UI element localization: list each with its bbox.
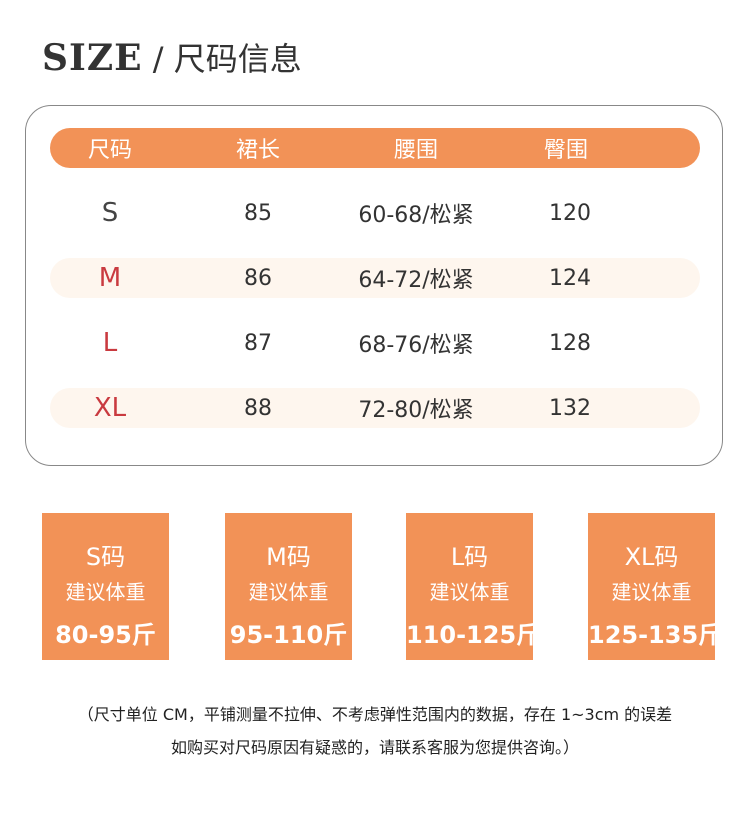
cell: 64-72/松紧 (358, 268, 474, 293)
weight-label: 建议体重 (429, 580, 510, 604)
cell: 124 (549, 265, 591, 291)
header-size: 尺码 (87, 138, 133, 163)
size-label: XL码 (624, 543, 679, 571)
cell: 72-80/松紧 (358, 398, 474, 423)
table-row: XL 88 72-80/松紧 132 (50, 388, 700, 428)
header-waist: 腰围 (393, 138, 439, 163)
note-line-2: 如购买对尺码原因有疑惑的，请联系客服为您提供咨询。） (170, 738, 579, 757)
cell: 60-68/松紧 (358, 203, 474, 228)
page-title: SIZE / 尺码信息 (42, 37, 302, 79)
table-row: M 86 64-72/松紧 124 (50, 258, 700, 298)
size-cell: S (101, 198, 119, 228)
weight-card-s: S码建议体重 80-95斤 (42, 513, 169, 660)
cell: 85 (244, 200, 272, 226)
cell: 132 (549, 395, 591, 421)
table-row: L 87 68-76/松紧 128 (50, 323, 700, 363)
size-cell: XL (93, 393, 127, 423)
weight-label: 建议体重 (248, 580, 329, 604)
size-cell: M (98, 263, 122, 293)
weight-range: 80-95斤 (55, 621, 156, 649)
weight-card-l: L码建议体重 110-125斤 (406, 513, 541, 660)
weight-range: 95-110斤 (229, 621, 348, 649)
size-label: L码 (450, 543, 489, 571)
cell: 68-76/松紧 (358, 333, 474, 358)
cell: 87 (244, 330, 272, 356)
weight-range: 110-125斤 (406, 621, 541, 649)
cell: 120 (549, 200, 591, 226)
size-table: 尺码 裙长 腰围 臀围 S 85 60-68/松紧 120 M 86 64-72… (25, 105, 723, 466)
cell: 86 (244, 265, 272, 291)
size-label: M码 (266, 543, 311, 571)
weight-label: 建议体重 (65, 580, 146, 604)
table-header: 尺码 裙长 腰围 臀围 (50, 128, 700, 168)
weight-card-xl: XL码建议体重 125-135斤 (588, 513, 723, 660)
table-row: S 85 60-68/松紧 120 (50, 193, 700, 233)
weight-label: 建议体重 (611, 580, 692, 604)
note-line-1: （尺寸单位 CM，平铺测量不拉伸、不考虑弹性范围内的数据，存在 1~3cm 的误… (77, 705, 673, 724)
header-hip: 臀围 (543, 138, 589, 163)
header-length: 裙长 (235, 138, 281, 163)
size-label: S码 (85, 543, 126, 571)
cell: 128 (549, 330, 591, 356)
cell: 88 (244, 395, 272, 421)
weight-range: 125-135斤 (588, 621, 723, 649)
size-cell: L (102, 328, 118, 358)
weight-card-m: M码建议体重 95-110斤 (225, 513, 352, 660)
